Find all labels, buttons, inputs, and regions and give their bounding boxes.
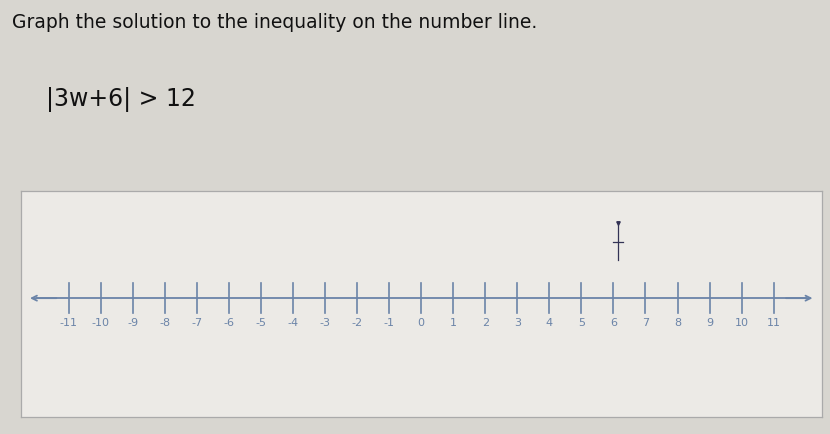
Text: |3w+6| > 12: |3w+6| > 12 — [46, 87, 196, 112]
Text: -11: -11 — [60, 319, 78, 329]
Text: -6: -6 — [223, 319, 235, 329]
Text: -7: -7 — [192, 319, 203, 329]
Text: -2: -2 — [352, 319, 363, 329]
Text: -9: -9 — [127, 319, 139, 329]
Text: 4: 4 — [546, 319, 553, 329]
Text: 1: 1 — [450, 319, 456, 329]
Text: -5: -5 — [256, 319, 266, 329]
Text: 10: 10 — [735, 319, 749, 329]
Text: -10: -10 — [92, 319, 110, 329]
Text: -4: -4 — [287, 319, 299, 329]
Text: -3: -3 — [320, 319, 330, 329]
Text: 0: 0 — [417, 319, 425, 329]
Text: 11: 11 — [767, 319, 781, 329]
Text: Graph the solution to the inequality on the number line.: Graph the solution to the inequality on … — [12, 13, 538, 32]
Text: 3: 3 — [514, 319, 521, 329]
Text: -8: -8 — [159, 319, 170, 329]
Text: 6: 6 — [610, 319, 617, 329]
Text: -1: -1 — [383, 319, 395, 329]
Text: 5: 5 — [578, 319, 585, 329]
Text: 9: 9 — [706, 319, 713, 329]
Text: 7: 7 — [642, 319, 649, 329]
Text: 2: 2 — [481, 319, 489, 329]
Text: 8: 8 — [674, 319, 681, 329]
